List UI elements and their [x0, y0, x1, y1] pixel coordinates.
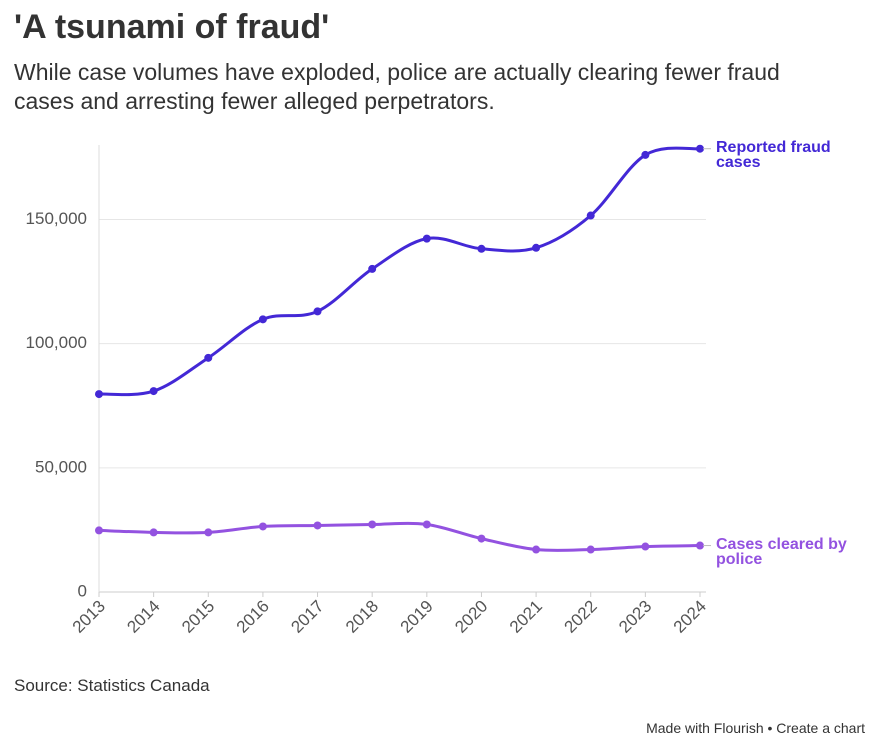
point — [586, 211, 595, 220]
y-tick-label: 0 — [78, 581, 87, 600]
point — [477, 534, 486, 543]
chart-subtitle: While case volumes have exploded, police… — [14, 59, 780, 114]
source-note: Source: Statistics Canada — [14, 676, 210, 695]
point — [95, 390, 103, 399]
series-label: Reported fraud cases — [716, 138, 831, 171]
x-tick-label: 2017 — [287, 597, 327, 637]
x-tick-label: 2014 — [123, 597, 163, 637]
point — [696, 144, 704, 153]
point — [422, 520, 431, 529]
line — [98, 146, 701, 397]
x-tick-label: 2015 — [178, 597, 218, 637]
point — [477, 244, 486, 253]
series-label: Cases cleared by police — [716, 535, 847, 568]
x-tick-label: 2018 — [342, 597, 382, 637]
x-tick-label: 2016 — [233, 597, 273, 637]
point — [532, 545, 541, 554]
point — [149, 528, 158, 537]
x-tick-label: 2019 — [397, 597, 437, 637]
point — [368, 264, 377, 273]
x-tick-label: 2013 — [69, 597, 109, 637]
point — [95, 526, 103, 535]
line — [98, 521, 701, 552]
x-tick-label: 2021 — [506, 597, 546, 637]
x-tick-label: 2023 — [615, 597, 655, 637]
point — [204, 528, 213, 537]
y-tick-label: 100,000 — [26, 333, 87, 352]
x-tick-label: 2022 — [561, 597, 601, 637]
point — [532, 243, 541, 252]
x-tick-label: 2024 — [670, 597, 710, 637]
point — [422, 234, 431, 243]
point — [313, 307, 322, 316]
x-tick-label: 2020 — [451, 597, 491, 637]
point — [696, 541, 704, 550]
point — [204, 353, 213, 362]
footer-link[interactable]: Made with Flourish • Create a chart — [646, 720, 865, 736]
point — [586, 545, 595, 554]
point — [149, 387, 158, 396]
point — [641, 542, 650, 551]
y-tick-label: 50,000 — [35, 457, 87, 476]
point — [258, 315, 267, 324]
point — [313, 521, 322, 530]
point — [258, 522, 267, 531]
point — [368, 520, 377, 529]
chart-title: 'A tsunami of fraud' — [14, 8, 330, 46]
y-tick-label: 150,000 — [26, 209, 87, 228]
point — [641, 150, 650, 159]
